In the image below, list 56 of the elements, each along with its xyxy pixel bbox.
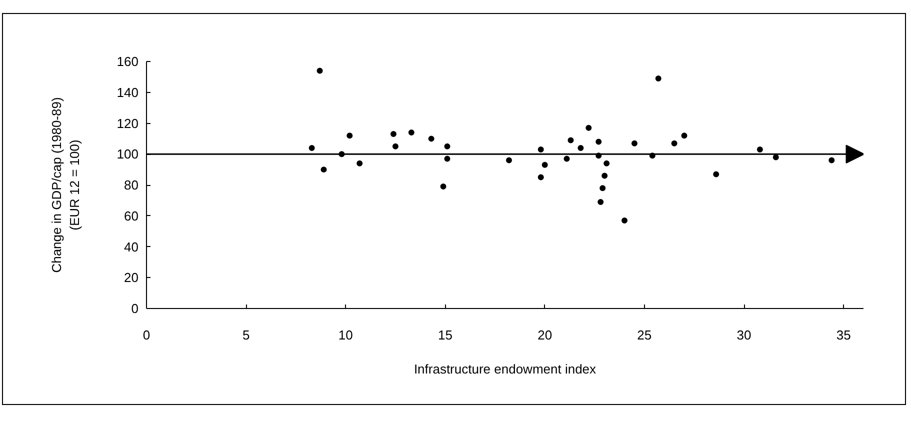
point	[542, 162, 548, 168]
point	[649, 152, 656, 159]
point	[828, 157, 835, 164]
y-tick-label: 80	[124, 178, 139, 192]
y-tick-label: 60	[124, 208, 139, 224]
x-tick-label: 5	[242, 328, 250, 342]
point	[671, 140, 678, 146]
point	[428, 136, 434, 142]
point	[392, 143, 398, 150]
point	[538, 146, 544, 152]
y-tick-label: 100	[116, 146, 139, 162]
y-tick-label: 20	[124, 270, 139, 286]
point	[338, 151, 345, 158]
point	[538, 174, 544, 180]
point	[568, 137, 574, 144]
y-tick-label: 160	[116, 54, 139, 69]
y-tick-label: 140	[116, 84, 139, 100]
x-tick-label: 35	[836, 328, 851, 342]
point	[586, 124, 592, 131]
y-tick-label: 0	[131, 301, 139, 316]
x-tick-label: 10	[338, 328, 353, 342]
point	[506, 157, 512, 164]
y-axis-title: Change in GDP/cap (1980-89) (EUR 12 = 100)	[48, 97, 82, 273]
x-tick-label: 0	[142, 328, 150, 342]
point	[756, 146, 763, 152]
x-axis-title: Infrastructure endowment index	[414, 362, 597, 376]
point	[308, 144, 315, 151]
point	[578, 144, 584, 151]
point	[622, 218, 628, 224]
point	[604, 160, 610, 166]
point	[320, 166, 327, 173]
point	[440, 184, 446, 190]
point	[600, 185, 606, 192]
point	[444, 143, 450, 150]
y-tick-label: 40	[124, 239, 139, 254]
point	[596, 138, 602, 145]
point	[713, 171, 720, 178]
point	[444, 156, 450, 162]
point	[681, 132, 688, 139]
point	[598, 198, 604, 205]
point	[346, 132, 353, 139]
point	[408, 130, 414, 136]
point	[316, 68, 323, 74]
point	[602, 172, 608, 179]
y-tick-label: 120	[116, 116, 139, 131]
point	[390, 131, 396, 138]
x-tick-label: 20	[538, 328, 552, 342]
x-tick-label: 25	[637, 328, 652, 342]
x-tick-label: 30	[736, 328, 752, 342]
point	[631, 140, 638, 146]
x-tick-label: 15	[438, 328, 452, 342]
point	[356, 160, 363, 166]
point	[596, 152, 602, 159]
point	[564, 156, 570, 162]
point	[655, 75, 662, 82]
point	[772, 154, 779, 160]
